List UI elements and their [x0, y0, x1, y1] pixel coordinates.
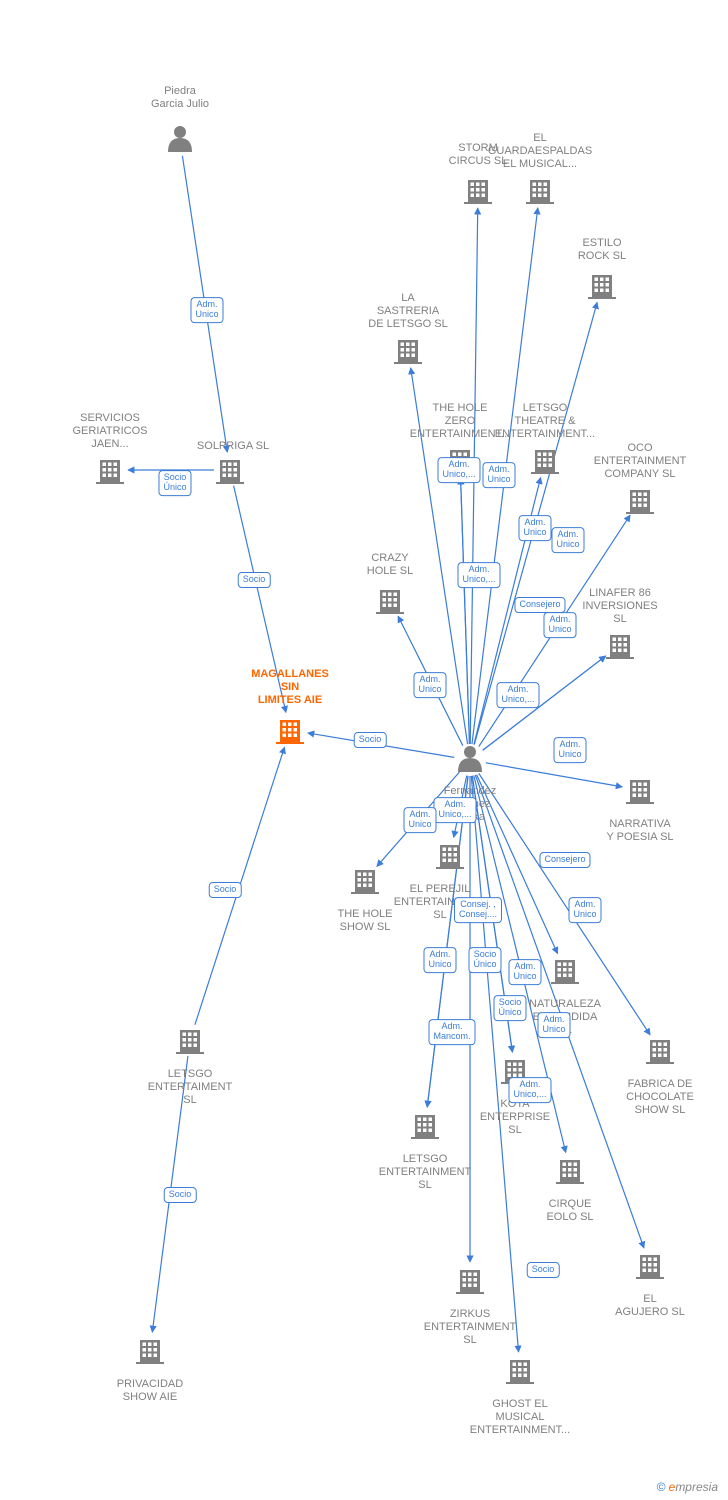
- company-icon[interactable]: [216, 460, 244, 484]
- company-icon[interactable]: [626, 490, 654, 514]
- company-icon[interactable]: [456, 1270, 484, 1294]
- copyright-symbol: ©: [656, 1480, 665, 1494]
- edge: [195, 747, 285, 1025]
- credit-footer: © empresia: [656, 1480, 718, 1494]
- company-icon[interactable]: [436, 845, 464, 869]
- edge: [470, 208, 478, 744]
- company-icon[interactable]: [531, 450, 559, 474]
- brand-rest: mpresia: [675, 1480, 718, 1494]
- company-icon[interactable]: [626, 780, 654, 804]
- company-icon[interactable]: [588, 275, 616, 299]
- edge: [475, 775, 644, 1248]
- edge: [152, 1056, 188, 1332]
- company-icon[interactable]: [96, 460, 124, 484]
- edge: [483, 656, 606, 750]
- person-icon[interactable]: [458, 746, 482, 772]
- edge: [479, 515, 630, 747]
- company-icon[interactable]: [526, 180, 554, 204]
- company-icon[interactable]: [446, 450, 474, 474]
- edge: [398, 616, 463, 746]
- company-icon[interactable]: [394, 340, 422, 364]
- company-icon[interactable]: [176, 1030, 204, 1054]
- company-icon[interactable]: [351, 870, 379, 894]
- edge: [411, 368, 468, 744]
- company-icon[interactable]: [506, 1360, 534, 1384]
- edge: [474, 302, 597, 744]
- edge: [234, 486, 286, 713]
- company-icon[interactable]: [136, 1340, 164, 1364]
- network-svg: [0, 0, 728, 1500]
- edge: [486, 763, 623, 787]
- company-icon[interactable]: [646, 1040, 674, 1064]
- edge: [477, 775, 558, 954]
- edge: [182, 156, 227, 452]
- company-icon[interactable]: [411, 1115, 439, 1139]
- edge: [308, 733, 454, 757]
- company-icon[interactable]: [636, 1255, 664, 1279]
- edge: [427, 776, 468, 1107]
- edge: [474, 776, 566, 1153]
- edge: [472, 776, 512, 1052]
- person-icon[interactable]: [168, 126, 192, 152]
- edge: [472, 208, 538, 744]
- company-icon[interactable]: [556, 1160, 584, 1184]
- company-icon[interactable]: [551, 960, 579, 984]
- edge: [474, 477, 541, 744]
- company-icon[interactable]: [501, 1060, 529, 1084]
- company-icon[interactable]: [464, 180, 492, 204]
- company-icon[interactable]: [376, 590, 404, 614]
- company-icon[interactable]: [276, 720, 304, 744]
- company-icon[interactable]: [606, 635, 634, 659]
